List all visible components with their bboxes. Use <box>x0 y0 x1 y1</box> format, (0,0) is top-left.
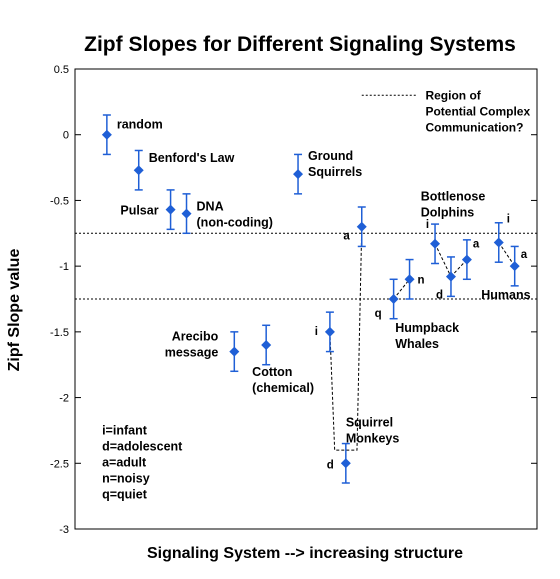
point-label: d <box>327 459 334 471</box>
data-point-marker <box>165 204 176 215</box>
region-label: Potential Complex <box>425 104 530 118</box>
legend-note: n=noisy <box>102 471 150 485</box>
legend-note: d=adolescent <box>102 439 183 453</box>
data-point-marker <box>493 237 504 248</box>
point-label: random <box>117 118 163 132</box>
stage-connector <box>450 259 468 277</box>
data-point-marker <box>509 261 520 272</box>
point-label: a <box>343 231 350 243</box>
y-tick-label: -1 <box>59 261 69 273</box>
data-points <box>101 114 520 484</box>
data-point-marker <box>340 458 351 469</box>
y-tick-label: -2 <box>59 393 69 405</box>
point-label-line2: (non-coding) <box>197 216 273 230</box>
y-tick-label: -2.5 <box>50 458 69 470</box>
point-label: Ground <box>308 149 353 163</box>
y-tick-label: -1.5 <box>50 327 69 339</box>
y-tick-label: -3 <box>59 524 69 536</box>
point-label: a <box>473 239 480 251</box>
point-label: a <box>521 249 528 261</box>
data-point-marker <box>356 221 367 232</box>
data-point-marker <box>261 340 272 350</box>
point-label: Arecibo <box>172 330 219 344</box>
group-label: Bottlenose <box>421 189 486 203</box>
y-tick-label: 0 <box>63 130 69 142</box>
data-point-marker <box>430 238 441 249</box>
point-label: i <box>426 219 429 231</box>
legend-note: a=adult <box>102 455 147 469</box>
data-point-marker <box>293 169 304 180</box>
point-label: Cotton <box>252 365 292 379</box>
y-tick-label: 0.5 <box>54 64 69 76</box>
data-point-marker <box>133 165 144 176</box>
point-label: d <box>436 290 443 302</box>
legend-note: q=quiet <box>102 487 148 501</box>
legend-notes: i=infant d=adolescent a=adult n=noisy q=quie… <box>102 423 183 501</box>
point-label: i <box>507 213 510 225</box>
squirrel-monkeys-connector <box>329 226 363 451</box>
point-label: Benford's Law <box>149 151 235 165</box>
point-label: DNA <box>197 200 224 214</box>
chart-title: Zipf Slopes for Different Signaling Syst… <box>84 33 516 56</box>
data-point-marker <box>404 274 415 285</box>
data-point-marker <box>445 271 456 282</box>
data-point-marker <box>461 254 472 265</box>
group-label-line2: Monkeys <box>346 431 400 445</box>
stage-connector <box>393 278 410 300</box>
group-label: Humans <box>481 288 530 302</box>
y-tick-label: -0.5 <box>50 195 69 207</box>
group-label-line2: Whales <box>395 337 439 351</box>
point-labels: random Benford's Law Pulsar DNA (non-coding)… <box>117 118 531 472</box>
legend-note: i=infant <box>102 423 148 437</box>
point-label: i <box>315 326 318 338</box>
group-label: Humpback <box>395 321 459 335</box>
data-point-marker <box>181 208 192 219</box>
data-point-marker <box>101 129 112 140</box>
stage-connector <box>434 243 452 277</box>
group-label: Squirrel <box>346 415 393 429</box>
region-lines: Region of Potential Complex Communication? <box>75 88 537 300</box>
point-label-line2: message <box>165 346 219 360</box>
data-point-marker <box>324 326 335 337</box>
point-label: q <box>375 308 382 320</box>
group-label-line2: Dolphins <box>421 205 475 219</box>
x-axis-label: Signaling System --> increasing structur… <box>147 545 463 562</box>
point-label: Pulsar <box>120 204 158 218</box>
region-label: Communication? <box>425 120 523 134</box>
data-point-marker <box>229 346 240 357</box>
y-axis-label: Zipf Slope value <box>6 249 23 372</box>
y-ticks: 0.5 0 -0.5 -1 -1.5 -2 -2.5 -3 <box>50 64 537 536</box>
data-point-marker <box>388 294 399 304</box>
region-label: Region of <box>425 88 481 102</box>
point-label-line2: (chemical) <box>252 381 314 395</box>
stage-connectors <box>329 226 516 451</box>
point-label-line2: Squirrels <box>308 165 362 179</box>
point-label: n <box>418 274 425 286</box>
